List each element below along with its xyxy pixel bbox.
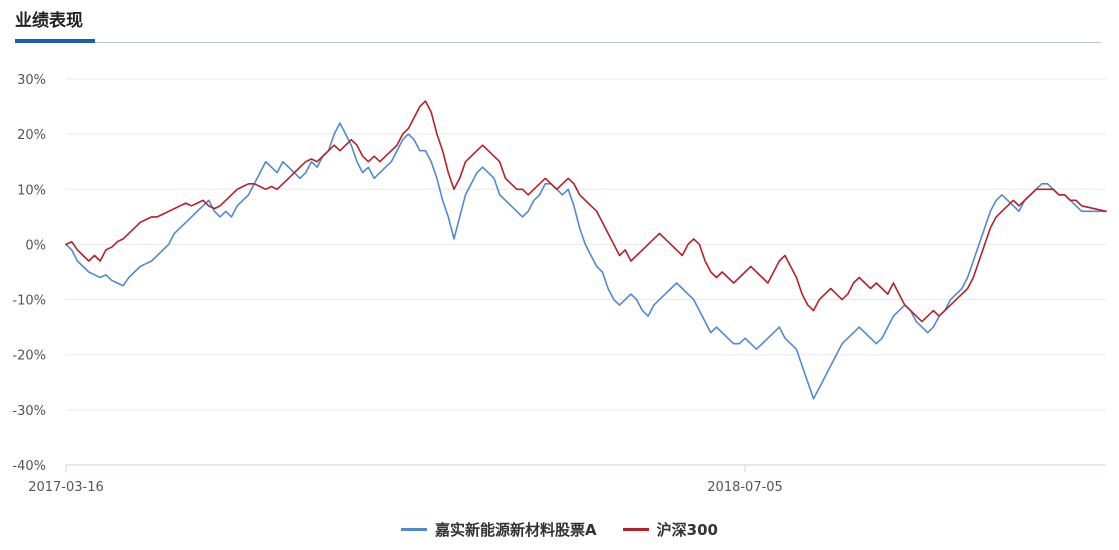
performance-line-chart: 30% 20% 10% 0% -10% -20% -30% -40% 2017-03-16 201…: [12, 73, 1107, 495]
header-divider: [15, 42, 1101, 43]
y-tick-label: 0%: [25, 238, 46, 253]
chart-legend: 嘉实新能源新材料股票A 沪深300: [0, 514, 1119, 544]
legend-item-fund[interactable]: 嘉实新能源新材料股票A: [401, 519, 597, 540]
y-tick-label: -10%: [12, 294, 46, 309]
legend-item-index[interactable]: 沪深300: [622, 519, 718, 540]
axis-layer: 30% 20% 10% 0% -10% -20% -30% -40% 2017-03-16 201…: [12, 73, 1106, 495]
fund-series-line: [65, 122, 1107, 400]
y-tick-label: -30%: [12, 404, 46, 419]
y-tick-label: 30%: [17, 73, 46, 88]
y-tick-label: -20%: [12, 349, 46, 364]
legend-swatch-fund: [401, 527, 428, 531]
legend-label-index: 沪深300: [656, 520, 718, 539]
grid-layer: [66, 78, 1106, 411]
y-tick-label: 20%: [17, 128, 46, 143]
y-tick-label: 10%: [17, 183, 46, 198]
y-tick-label: -40%: [12, 459, 46, 474]
x-tick-label: 2018-07-05: [707, 480, 783, 495]
legend-swatch-index: [622, 527, 649, 531]
index-series-line: [65, 100, 1107, 323]
legend-label-fund: 嘉实新能源新材料股票A: [435, 520, 597, 539]
x-tick-label: 2017-03-16: [28, 480, 104, 495]
section-title: 业绩表现: [15, 11, 83, 31]
title-accent-bar: [15, 39, 95, 43]
series-layer: [65, 100, 1107, 400]
section-header: 业绩表现: [0, 0, 1119, 44]
